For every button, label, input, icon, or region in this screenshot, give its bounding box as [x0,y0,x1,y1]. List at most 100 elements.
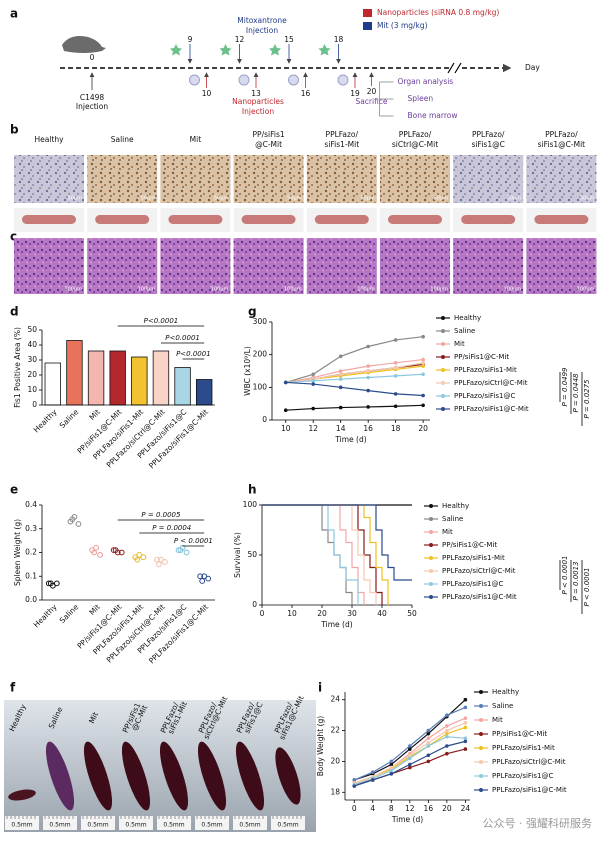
annotation: P = 0.0005 [141,511,181,519]
he-image [526,238,597,294]
scale-bar: 0.5mm [11,822,32,829]
legend-label: Saline [492,702,513,710]
point [421,357,425,362]
legend-marker [479,760,483,764]
annotation: P = 0.0013 [572,561,580,600]
point [463,721,468,725]
spleen [83,741,113,811]
legend-label: Healthy [492,688,519,696]
break [447,62,455,74]
y-axis-label: Survival (%) [233,532,242,578]
point [366,388,370,393]
point [408,744,412,748]
point [389,768,394,773]
ruler [271,816,305,830]
y-tick-label: 22 [330,726,340,735]
y-axis-label: Fis1 Positive Area (%) [13,327,22,408]
y-tick-label: 20 [330,756,340,765]
point [421,361,425,365]
point [421,393,425,398]
nanoparticle [189,74,200,86]
point [389,759,394,764]
point [311,372,316,377]
legend-label: PPLFazo/siCtrl@C-Mit [454,379,528,387]
x-tick-label: 8 [389,804,394,813]
ihc-image [14,155,84,203]
y-tick-label: 0.4 [25,500,37,509]
point [352,778,357,782]
dot [199,578,206,584]
x-tick-label: Mit [87,602,102,617]
spleen [235,741,265,811]
legend-marker [429,517,433,521]
point [445,751,449,756]
mouse [62,36,106,53]
point [463,736,468,741]
legend-label: PP/siFis1@C-Mit [492,730,547,738]
point [463,705,468,710]
dot [75,521,82,527]
legend-label: PPLFazo/siCtrl@C-Mit [442,567,516,575]
x-tick-label: Mit [87,407,102,422]
scale-bar: 0.5mm [125,822,146,829]
bar [109,350,126,406]
x-tick-label: 4 [370,804,375,813]
legend-marker [429,595,433,599]
day: 12 [235,35,245,44]
point [389,771,394,776]
legend-label: PP/siFis1@C-Mit [454,353,509,361]
note: Spleen [408,94,434,103]
column-label: Saline [111,135,134,144]
point [393,338,398,342]
x-axis-label: Time (d) [320,620,352,629]
column-label: siFis1@C-Mit [538,140,586,149]
x-tick-label: 12 [405,804,415,813]
y-tick-label: 100 [253,382,268,391]
legend-label: Mit [492,716,503,724]
annotation: P < 0.0001 [561,555,569,594]
point [463,697,468,702]
ruler [5,816,39,830]
dot [47,580,54,587]
panel-letter: a [10,7,18,21]
scale-bar: 50μm [434,196,449,202]
x-tick-label: 24 [461,804,471,813]
point [426,736,431,741]
point [408,762,412,767]
point [366,369,370,373]
series-line [285,358,424,384]
dot [97,551,103,558]
day: 13 [251,89,261,98]
legend-label: PPLFazo/siFis1@C-Mit [442,593,517,601]
legend-marker [479,788,483,792]
he-image [306,238,377,294]
dot [93,544,99,551]
annotation: P<0.0001 [176,350,211,358]
ruler [195,816,229,830]
scale-bar: 0.5mm [277,822,298,829]
legend-label: Mit [442,528,453,536]
bar [66,340,83,406]
point [338,354,343,359]
ihc-image [160,155,231,203]
panel-letter: i [318,681,322,695]
series-line [285,373,424,384]
survival-curve [262,504,377,605]
bar [196,379,213,406]
dot [177,547,184,554]
legend-marker [441,368,445,372]
point [338,385,343,390]
day: 0 [90,53,95,62]
column-label: PP/siFis1 [253,130,285,139]
point [338,405,343,410]
legend-label: PPLFazo/siFis1-Mit [442,554,505,562]
ruler [233,816,267,830]
point [426,759,431,764]
note: Mitoxantrone [237,16,287,25]
nanoparticle [288,74,299,86]
legend-label: PPLFazo/siFis1@C-Mit [454,405,529,413]
dot [136,551,143,558]
note: Bone marrow [408,111,458,120]
y-axis-label: WBC (x10⁹/L) [243,346,252,396]
dot [183,549,190,556]
